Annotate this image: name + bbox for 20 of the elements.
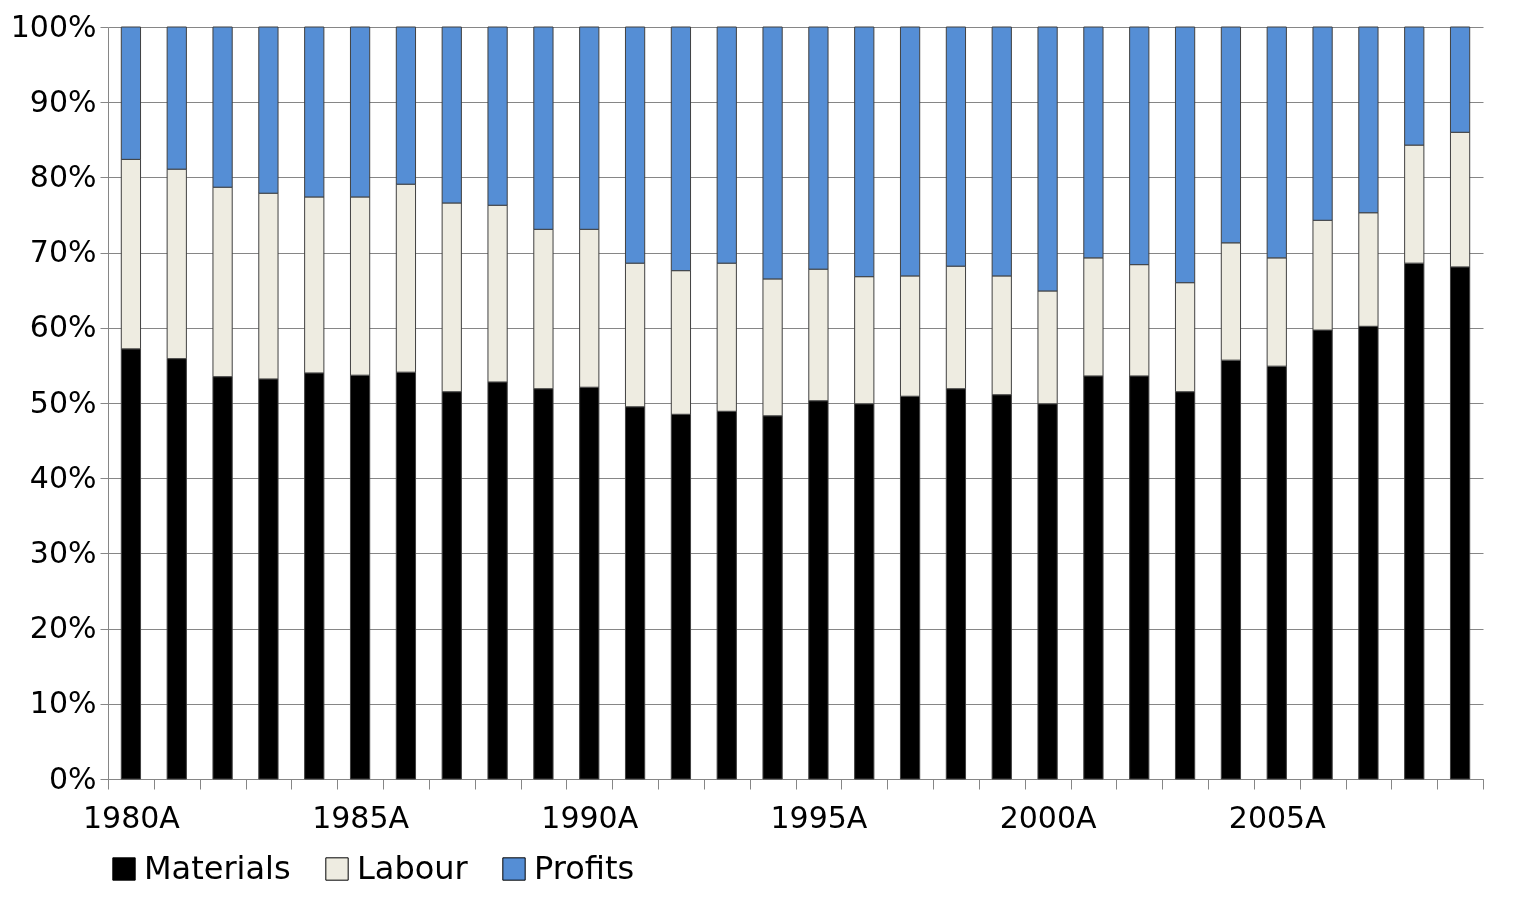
y-tick-label: 20% bbox=[29, 610, 97, 646]
legend-label: Profits bbox=[534, 849, 635, 887]
x-tick-label: 2005A bbox=[1228, 799, 1327, 835]
y-tick-label: 50% bbox=[29, 384, 97, 420]
legend-label: Labour bbox=[357, 849, 469, 887]
x-tick-label: 1990A bbox=[541, 799, 639, 835]
x-tick-label: 1985A bbox=[312, 799, 410, 835]
x-tick-label: 1980A bbox=[82, 799, 181, 835]
x-tick-label: 2000A bbox=[999, 799, 1097, 835]
y-tick-label: 90% bbox=[29, 83, 97, 119]
x-tick-label: 1995A bbox=[770, 799, 868, 835]
y-tick-label: 30% bbox=[29, 534, 97, 570]
y-tick-label: 60% bbox=[29, 309, 97, 345]
y-tick-label: 40% bbox=[29, 459, 97, 495]
y-tick-label: 80% bbox=[29, 158, 97, 194]
y-tick-label: 70% bbox=[29, 234, 97, 270]
y-tick-label: 100% bbox=[10, 8, 97, 44]
y-tick-label: 10% bbox=[29, 685, 97, 721]
y-tick-label: 0% bbox=[48, 760, 97, 796]
legend-label: Materials bbox=[144, 849, 291, 887]
